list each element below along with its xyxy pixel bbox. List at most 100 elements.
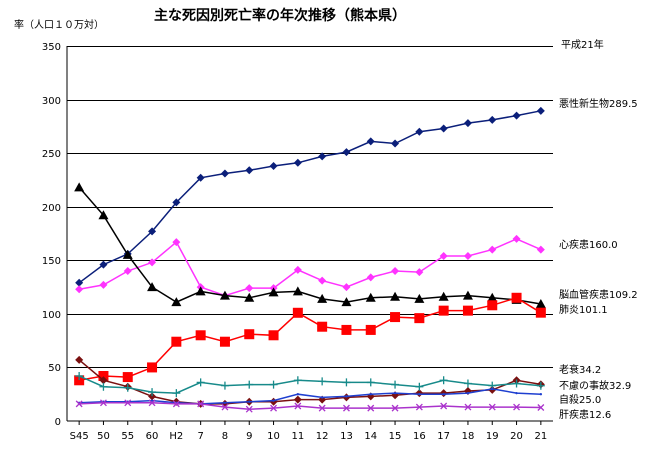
y-tick-label: 200: [42, 203, 61, 214]
series-2: [75, 234, 545, 300]
data-point: [269, 162, 278, 170]
series-label-1: 悪性新生物289.5: [559, 97, 638, 110]
data-point: [171, 297, 182, 307]
data-point: [293, 265, 302, 274]
x-tick-label: 18: [462, 431, 475, 442]
series-group: [74, 106, 546, 413]
data-point: [75, 285, 84, 294]
data-point: [439, 124, 448, 133]
data-point: [223, 401, 227, 404]
data-point: [124, 399, 132, 407]
data-point: [488, 403, 496, 411]
data-point: [75, 278, 84, 287]
x-tick-label: 12: [316, 431, 329, 442]
x-tick-label: 19: [486, 431, 499, 442]
data-point: [317, 321, 328, 332]
data-point: [320, 396, 324, 399]
data-point: [488, 245, 497, 254]
data-point: [342, 378, 351, 387]
data-point: [220, 169, 229, 178]
x-tick-label: H2: [169, 431, 183, 442]
series-5: [75, 355, 545, 408]
data-point: [515, 391, 518, 395]
grid: [66, 46, 553, 422]
x-tick-label: 14: [364, 431, 377, 442]
data-point: [442, 393, 445, 396]
series-8: [75, 399, 545, 413]
series-label-8: 肝疾患12.6: [559, 408, 611, 421]
x-tick-label: 16: [413, 431, 426, 442]
x-tick-label: 60: [146, 431, 159, 442]
data-point: [123, 383, 132, 392]
y-tick-label: 100: [42, 310, 61, 321]
data-point: [293, 376, 302, 385]
series-1: [75, 106, 545, 287]
x-axis-ticks: S45 50 55 60 H2 7 8 9 10 11 12 13 14 15 16 17 18 19 20 21: [70, 421, 547, 442]
data-point: [268, 287, 279, 297]
data-point: [268, 330, 279, 341]
data-point: [393, 391, 397, 395]
data-point: [415, 127, 424, 136]
data-point: [463, 379, 472, 388]
data-point: [487, 292, 498, 302]
data-point: [463, 119, 472, 128]
series-6: [75, 372, 545, 398]
data-point: [342, 404, 350, 412]
data-point: [75, 400, 83, 408]
data-point: [221, 403, 229, 411]
data-point: [345, 395, 348, 398]
data-point: [414, 313, 425, 324]
x-tick-label: 17: [437, 431, 450, 442]
data-point: [439, 252, 448, 260]
data-point: [148, 392, 157, 401]
data-point: [438, 305, 449, 316]
data-point: [537, 404, 545, 411]
data-point: [439, 376, 448, 385]
series-label-2: 心疾患160.0: [559, 238, 618, 251]
series-label-3: 脳血管疾患109.2: [559, 288, 638, 301]
data-point: [391, 267, 400, 275]
x-tick-label: 13: [340, 431, 353, 442]
x-tick-label: 15: [389, 431, 402, 442]
data-point: [150, 399, 154, 402]
data-point: [75, 372, 84, 380]
series-line: [79, 388, 541, 405]
data-point: [270, 404, 278, 412]
data-point: [248, 400, 251, 403]
year-note: 平成21年: [561, 38, 604, 51]
x-tick-label: 8: [222, 431, 228, 442]
y-tick-label: 300: [42, 96, 61, 107]
x-tick-label: 9: [246, 431, 252, 442]
series-label-7: 自殺25.0: [559, 393, 601, 406]
x-tick-label: 20: [510, 431, 523, 442]
data-point: [244, 329, 255, 340]
data-point: [123, 267, 132, 275]
data-point: [171, 336, 182, 347]
data-point: [391, 139, 400, 148]
data-point: [487, 300, 498, 311]
data-point: [74, 375, 85, 386]
data-point: [245, 380, 254, 389]
data-point: [511, 292, 522, 303]
data-point: [219, 290, 230, 300]
data-point: [365, 292, 376, 302]
data-point: [197, 400, 205, 408]
data-point: [318, 404, 326, 412]
data-point: [391, 380, 400, 389]
data-point: [293, 158, 302, 167]
series-line: [78, 186, 542, 305]
data-point: [74, 182, 85, 192]
series-line: [78, 359, 542, 405]
data-point: [269, 380, 278, 389]
data-point: [196, 378, 205, 387]
data-point: [294, 402, 302, 410]
y-tick-label: 350: [42, 42, 61, 53]
x-tick-label: 11: [291, 431, 304, 442]
data-point: [148, 258, 157, 267]
series-line: [78, 110, 542, 284]
data-point: [342, 283, 351, 292]
data-point: [539, 393, 543, 396]
data-point: [535, 307, 546, 318]
x-tick-label: 50: [97, 431, 110, 442]
